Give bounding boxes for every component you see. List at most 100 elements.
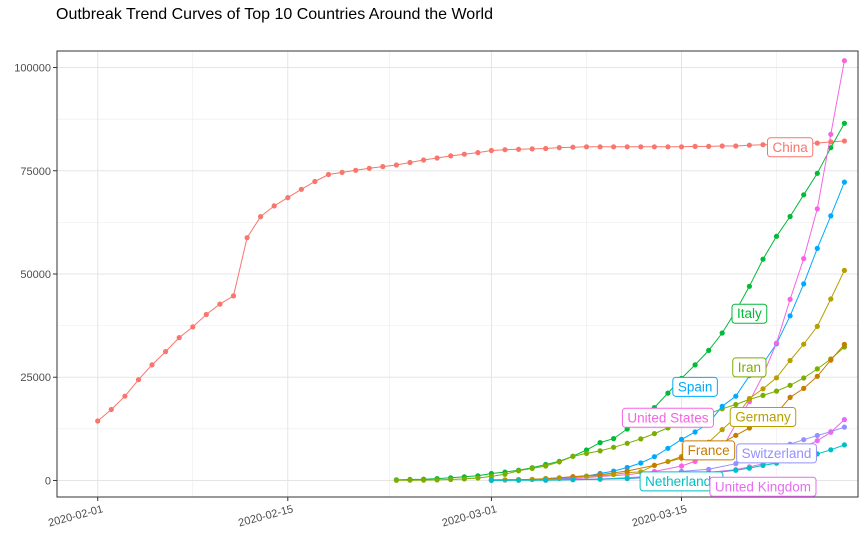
data-point-france (828, 357, 834, 363)
data-point-iran (556, 459, 562, 465)
data-point-china (135, 377, 142, 383)
data-point-united-states (814, 206, 820, 212)
data-point-netherlands (543, 477, 549, 483)
data-point-china (814, 140, 820, 146)
data-point-china (488, 147, 494, 154)
data-point-united-states (678, 463, 685, 469)
data-point-united-states (841, 58, 848, 64)
series-label-united-states: United States (621, 407, 714, 428)
data-point-china (651, 144, 658, 150)
data-point-united-states (787, 296, 793, 302)
grid-lines (57, 51, 858, 497)
data-point-china (217, 301, 223, 307)
series-label-text: Switzerland (742, 446, 812, 461)
series-label-china: China (766, 137, 814, 158)
series-label-box (672, 376, 718, 397)
series-label-box (731, 303, 768, 324)
data-point-netherlands (516, 477, 522, 483)
data-point-china (203, 311, 209, 318)
data-point-iran (583, 450, 590, 456)
data-point-italy (746, 283, 753, 289)
data-point-iran (611, 444, 617, 450)
data-point-iran (638, 436, 644, 442)
data-point-iran (814, 366, 820, 372)
data-point-china (407, 159, 413, 166)
data-point-china (230, 293, 237, 299)
series-label-netherlands: Netherlands (639, 471, 724, 492)
data-point-italy (814, 170, 820, 176)
data-point-italy (597, 440, 603, 446)
series-label-france: France (682, 440, 736, 461)
series-line-china (97, 140, 845, 422)
data-point-china (285, 195, 291, 201)
data-point-china (366, 165, 372, 171)
data-point-china (475, 150, 481, 156)
series-line-spain (491, 181, 845, 481)
data-point-iran (570, 453, 576, 459)
series-label-box (766, 137, 814, 158)
data-point-united-states (828, 131, 834, 137)
x-tick-label: 2020-03-15 (631, 503, 688, 529)
data-point-china (678, 144, 685, 150)
data-point-iran (801, 375, 807, 381)
data-point-iran (529, 465, 535, 471)
data-point-china (393, 162, 399, 168)
series-label-box (682, 440, 736, 461)
axes: 0 25000 50000 75000 100000 2020-02-01 2020-02-… (14, 63, 688, 530)
data-point-china (190, 324, 196, 330)
data-point-italy (828, 145, 834, 151)
data-point-italy (787, 213, 793, 220)
data-point-netherlands (570, 477, 576, 483)
data-point-united-kingdom (814, 438, 820, 444)
series-label-text: Iran (738, 360, 761, 375)
data-point-spain (841, 179, 848, 185)
data-point-china (692, 143, 698, 149)
data-point-italy (773, 233, 780, 239)
series-label-box (709, 476, 817, 497)
data-point-italy (801, 192, 807, 198)
data-point-china (258, 214, 264, 220)
series-label-box (732, 357, 767, 378)
data-point-spain (651, 454, 658, 460)
data-point-iran (516, 468, 522, 474)
series-label-switzerland: Switzerland (736, 443, 817, 464)
series-label-text: France (688, 443, 730, 458)
data-point-germany (801, 341, 807, 347)
data-point-china (556, 145, 562, 151)
data-point-china (611, 144, 617, 150)
data-point-france (624, 468, 630, 474)
data-point-netherlands (733, 467, 739, 473)
series-label-text: United States (627, 410, 708, 425)
data-point-germany (841, 267, 848, 273)
data-point-iran (461, 476, 467, 482)
data-point-spain (692, 429, 698, 435)
data-point-iran (407, 477, 413, 483)
data-point-spain (828, 213, 834, 219)
data-point-netherlands (746, 465, 753, 471)
data-point-iran (421, 477, 427, 483)
data-point-iran (773, 388, 780, 394)
series-label-spain: Spain (672, 376, 718, 397)
series-line-iran (396, 346, 845, 481)
data-point-iran (502, 471, 508, 477)
data-point-germany (719, 427, 725, 433)
data-point-united-kingdom (841, 417, 848, 423)
y-tick-label: 100000 (14, 63, 51, 75)
data-point-china (529, 146, 535, 152)
data-point-iran (597, 448, 603, 454)
data-point-italy (841, 120, 848, 126)
data-point-united-states (801, 256, 807, 262)
series-label-text: Netherlands (645, 474, 718, 489)
data-point-china (733, 143, 739, 149)
data-point-china (380, 164, 386, 170)
data-point-iran (475, 475, 481, 481)
data-point-italy (692, 362, 698, 368)
data-point-china (434, 155, 440, 161)
data-point-iran (434, 477, 440, 483)
data-point-china (502, 147, 508, 153)
data-point-china (95, 418, 101, 424)
y-tick-label: 50000 (20, 269, 51, 281)
data-point-china (706, 143, 712, 149)
series-iran (393, 344, 848, 483)
data-point-france (733, 432, 739, 438)
